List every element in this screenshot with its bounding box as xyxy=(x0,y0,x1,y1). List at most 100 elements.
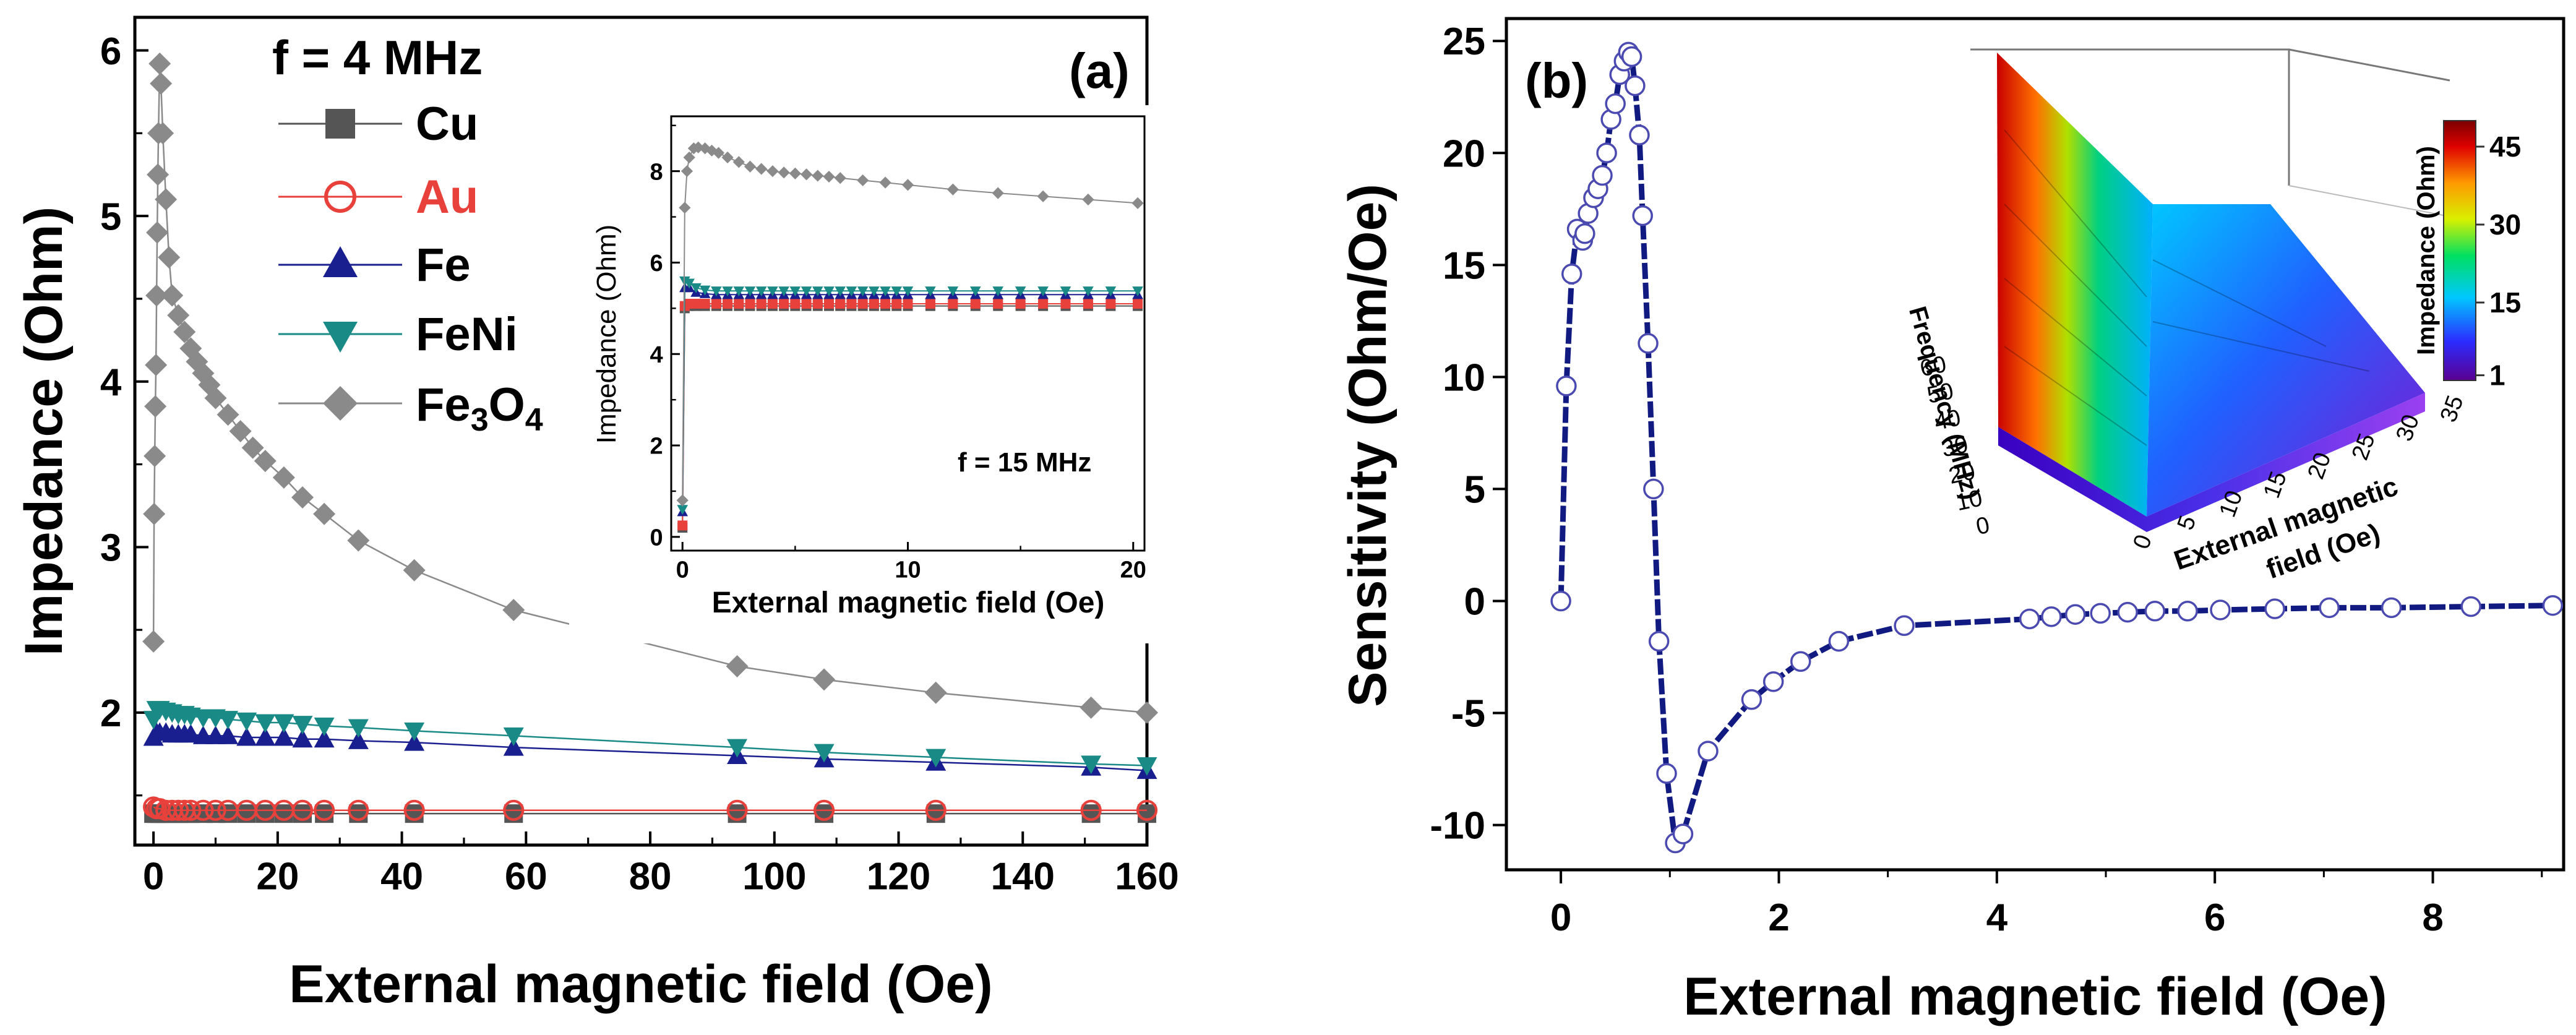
data-point-fe3o4 xyxy=(144,395,167,418)
x-tick-label: 40 xyxy=(380,855,423,898)
data-point-au xyxy=(1136,799,1158,821)
sensitivity-data-point xyxy=(1574,223,1595,244)
x-tick-label: 8 xyxy=(2422,896,2443,939)
data-point-feni xyxy=(835,286,846,297)
legend-label-au: Au xyxy=(416,171,478,223)
sensitivity-data-point xyxy=(1596,142,1617,164)
data-point-au xyxy=(503,799,525,821)
x-tick-label: 160 xyxy=(1115,855,1179,898)
data-point-feni xyxy=(236,712,257,731)
data-point-feni xyxy=(273,714,294,733)
data-point-fe3o4 xyxy=(732,156,745,168)
panel-a-label: (a) xyxy=(1069,43,1130,98)
surface-front-face xyxy=(1998,393,2425,532)
data-point-fe xyxy=(503,737,524,756)
data-point-feni xyxy=(812,286,823,297)
data-point-au xyxy=(801,298,812,309)
data-point-feni xyxy=(925,286,936,297)
y-tick-label: 0 xyxy=(650,525,663,551)
data-point-au xyxy=(291,799,314,821)
data-point-feni xyxy=(314,717,335,736)
data-point-fe3o4 xyxy=(150,72,173,95)
data-point-feni xyxy=(727,739,748,758)
x-tick-label: 100 xyxy=(742,855,806,898)
data-point-fe3o4 xyxy=(778,166,790,179)
data-point-feni xyxy=(733,286,745,297)
sensitivity-data-point xyxy=(1621,46,1642,67)
sensitivity-data-point xyxy=(1629,124,1650,146)
data-point-fe3o4 xyxy=(313,502,336,525)
surface-frequency-tick-label: 50 xyxy=(1925,378,1956,409)
sensitivity-data-point xyxy=(1561,264,1582,285)
surface-field-tick-label: 5 xyxy=(2173,512,2202,533)
data-point-fe xyxy=(348,730,369,749)
data-point-au xyxy=(723,298,733,309)
data-point-fe3o4 xyxy=(142,630,165,653)
data-point-feni xyxy=(767,286,778,297)
data-point-fe3o4 xyxy=(291,486,314,509)
x-tick-label: 60 xyxy=(505,855,547,898)
data-point-fe3o4 xyxy=(823,170,835,183)
data-point-fe3o4 xyxy=(502,599,525,622)
data-point-au xyxy=(767,298,778,309)
data-point-fe3o4 xyxy=(834,172,846,184)
surface-frequency-tick-label: 40 xyxy=(1932,405,1963,436)
data-point-fe3o4 xyxy=(167,304,190,327)
data-point-au xyxy=(1133,298,1143,309)
legend-marker-triangle-up xyxy=(323,246,358,277)
sensitivity-data-point xyxy=(1625,75,1646,97)
surface-contour-lines xyxy=(2004,129,2370,446)
y-tick-label: 4 xyxy=(100,361,122,404)
data-point-feni xyxy=(690,283,702,293)
data-point-fe xyxy=(218,725,239,744)
data-point-feni xyxy=(711,286,722,297)
data-point-feni xyxy=(1060,286,1071,297)
data-point-au xyxy=(700,298,710,309)
data-point-fe3o4 xyxy=(254,450,277,473)
data-point-feni xyxy=(869,286,880,297)
surface-frequency-tick-label: 30 xyxy=(1939,432,1970,463)
data-point-feni xyxy=(789,286,801,297)
sensitivity-data-point xyxy=(2264,598,2285,619)
surface-frequency-tick-label: 60 xyxy=(1918,351,1949,382)
y-tick-label: 10 xyxy=(1443,356,1485,399)
sensitivity-data-point xyxy=(1550,590,1571,612)
sensitivity-data-point xyxy=(2117,601,2139,623)
data-point-au xyxy=(1038,298,1049,309)
legend-label-feni: FeNi xyxy=(416,308,518,361)
legend-item-fe: Fe xyxy=(278,239,471,291)
data-point-fe3o4 xyxy=(680,165,693,178)
data-point-au xyxy=(925,799,947,821)
data-point-fe3o4 xyxy=(143,502,166,525)
data-point-fe3o4 xyxy=(812,170,824,182)
data-point-feni xyxy=(992,286,1004,297)
panel-b-y-axis-label: Sensitivity (Ohm/Oe) xyxy=(1338,184,1397,707)
data-point-fe3o4 xyxy=(173,320,196,343)
sensitivity-data-point xyxy=(2144,601,2166,622)
data-point-fe3o4 xyxy=(241,436,264,459)
y-tick-label: 2 xyxy=(100,692,121,735)
data-point-fe3o4 xyxy=(147,163,170,186)
data-point-fe3o4 xyxy=(992,187,1004,199)
data-point-feni xyxy=(503,727,524,746)
surface-frequency-tick-label: 0 xyxy=(1973,512,1991,540)
data-point-au xyxy=(192,799,214,821)
sensitivity-data-point xyxy=(1605,93,1626,114)
data-point-au xyxy=(891,298,902,309)
sensitivity-data-point xyxy=(2064,604,2086,625)
data-point-au xyxy=(348,799,369,821)
sensitivity-data-point xyxy=(1741,689,1762,710)
data-point-feni xyxy=(1015,286,1026,297)
data-point-au xyxy=(205,799,226,821)
data-point-au xyxy=(824,298,834,309)
panel-b-series xyxy=(1550,41,2564,854)
data-point-fe3o4 xyxy=(347,529,370,552)
data-point-au xyxy=(903,298,913,309)
data-point-fe3o4 xyxy=(146,221,169,244)
data-point-fe3o4 xyxy=(217,403,239,426)
sensitivity-data-point xyxy=(1790,651,1811,672)
panel-b-x-axis-label: External magnetic field (Oe) xyxy=(1683,967,2387,1026)
x-tick-label: 0 xyxy=(143,855,164,898)
